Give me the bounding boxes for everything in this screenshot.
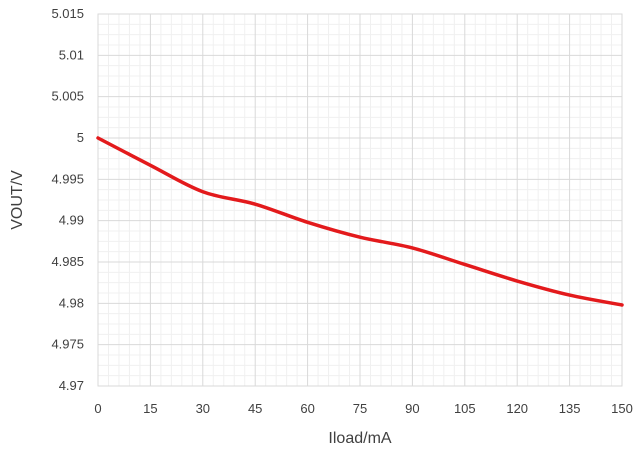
y-tick-label: 4.99 [59,213,84,228]
x-tick-label: 150 [611,401,633,416]
x-tick-label: 30 [196,401,210,416]
x-tick-label: 0 [94,401,101,416]
y-tick-label: 5 [77,130,84,145]
minor-grid [98,14,622,386]
plot-frame [97,13,623,387]
x-axis-ticks: 0 15 30 45 60 75 90 105 120 135 150 [94,401,632,416]
y-tick-label: 4.995 [51,171,84,186]
x-tick-label: 75 [353,401,367,416]
x-tick-label: 120 [506,401,528,416]
y-tick-label: 4.97 [59,378,84,393]
x-tick-label: 105 [454,401,476,416]
y-axis-ticks: 4.97 4.975 4.98 4.985 4.99 4.995 5 5.005 5.01 5.0… [51,6,84,393]
x-tick-label: 135 [559,401,581,416]
y-tick-label: 5.015 [51,6,84,21]
y-tick-label: 4.98 [59,295,84,310]
x-tick-label: 45 [248,401,262,416]
x-axis-title: Iload/mA [328,430,391,447]
y-tick-label: 4.975 [51,337,84,352]
series-line [96,136,624,307]
series-layer [96,136,624,307]
y-tick-label: 4.985 [51,254,84,269]
x-tick-label: 60 [300,401,314,416]
x-tick-label: 90 [405,401,419,416]
y-tick-label: 5.005 [51,89,84,104]
y-axis-title: VOUT/V [9,170,26,230]
y-tick-label: 5.01 [59,47,84,62]
x-tick-label: 15 [143,401,157,416]
